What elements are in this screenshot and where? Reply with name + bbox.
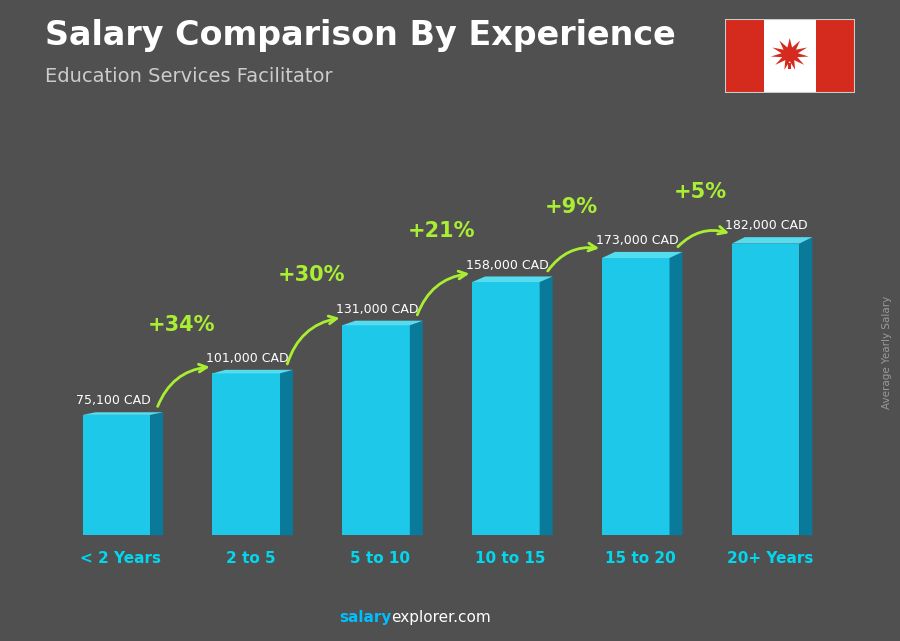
Polygon shape (788, 63, 791, 69)
Text: < 2 Years: < 2 Years (80, 551, 161, 566)
Polygon shape (799, 237, 813, 535)
Text: 173,000 CAD: 173,000 CAD (596, 234, 678, 247)
Polygon shape (280, 370, 293, 535)
Polygon shape (83, 415, 150, 535)
Text: 10 to 15: 10 to 15 (475, 551, 545, 566)
Text: 5 to 10: 5 to 10 (350, 551, 410, 566)
Polygon shape (724, 19, 764, 93)
Text: Education Services Facilitator: Education Services Facilitator (45, 67, 333, 87)
Text: 131,000 CAD: 131,000 CAD (336, 303, 418, 316)
Text: 15 to 20: 15 to 20 (605, 551, 676, 566)
Polygon shape (150, 412, 163, 535)
Polygon shape (472, 282, 540, 535)
Polygon shape (770, 38, 809, 70)
Text: Salary Comparison By Experience: Salary Comparison By Experience (45, 19, 676, 52)
Text: 75,100 CAD: 75,100 CAD (76, 394, 151, 408)
Text: +34%: +34% (148, 315, 215, 335)
Polygon shape (83, 412, 163, 415)
Text: +5%: +5% (674, 182, 727, 202)
Text: +30%: +30% (277, 265, 345, 285)
Polygon shape (816, 19, 855, 93)
Polygon shape (212, 370, 293, 373)
Polygon shape (602, 258, 670, 535)
Polygon shape (540, 276, 553, 535)
Text: explorer.com: explorer.com (392, 610, 491, 625)
Text: 101,000 CAD: 101,000 CAD (206, 352, 289, 365)
Polygon shape (602, 252, 682, 258)
Polygon shape (472, 276, 553, 282)
Text: 182,000 CAD: 182,000 CAD (725, 219, 808, 232)
Text: 158,000 CAD: 158,000 CAD (465, 259, 548, 272)
Polygon shape (732, 244, 799, 535)
Polygon shape (724, 19, 855, 93)
Polygon shape (342, 326, 410, 535)
Text: +9%: +9% (544, 197, 598, 217)
Polygon shape (212, 373, 280, 535)
Text: salary: salary (339, 610, 392, 625)
Text: 2 to 5: 2 to 5 (226, 551, 275, 566)
Polygon shape (342, 320, 423, 326)
Polygon shape (732, 237, 813, 244)
Polygon shape (410, 320, 423, 535)
Polygon shape (670, 252, 682, 535)
Text: Average Yearly Salary: Average Yearly Salary (881, 296, 892, 409)
Text: +21%: +21% (407, 221, 475, 241)
Text: 20+ Years: 20+ Years (726, 551, 813, 566)
